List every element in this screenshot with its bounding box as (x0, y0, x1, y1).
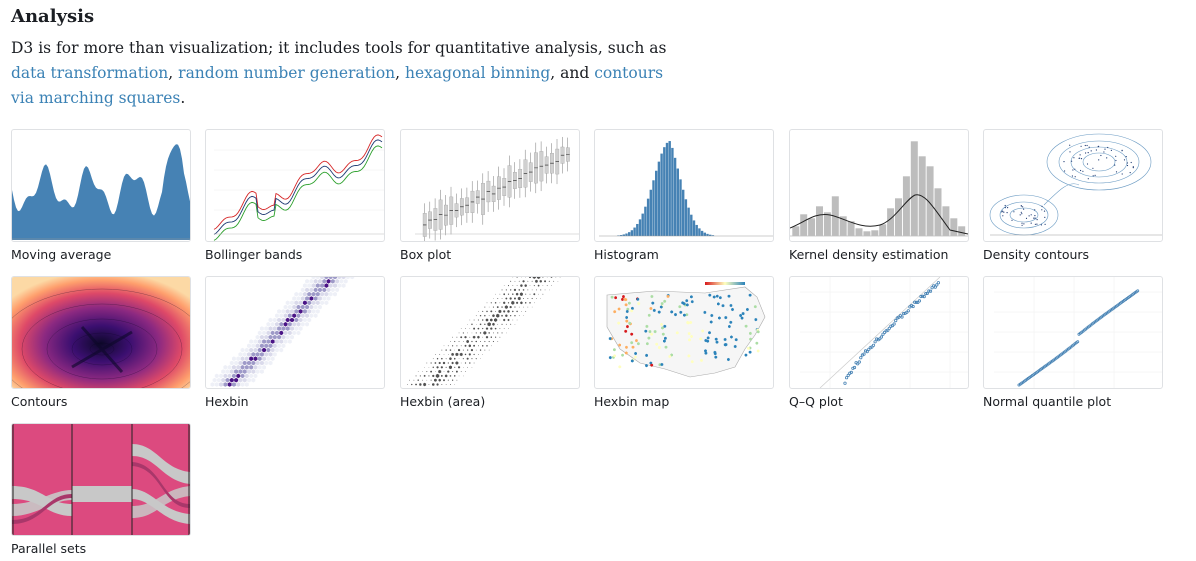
intro-text: . (180, 89, 186, 107)
contour-scatter-thumbnail (989, 133, 1162, 236)
thumbnail[interactable] (594, 276, 774, 389)
intro-text: D3 is for more than visualization; it in… (11, 39, 667, 57)
section-intro: D3 is for more than visualization; it in… (11, 36, 671, 111)
hexbin-area-thumbnail (407, 277, 561, 387)
area-chart-thumbnail (12, 144, 190, 240)
section-title: Analysis (11, 6, 95, 27)
example-label[interactable]: Histogram (594, 247, 659, 262)
link-hexagonal-binning[interactable]: hexagonal binning (405, 64, 551, 82)
example-label[interactable]: Contours (11, 394, 68, 409)
thumbnail[interactable] (594, 129, 774, 242)
example-label[interactable]: Kernel density estimation (789, 247, 949, 262)
link-data-transformation[interactable]: data transformation (11, 64, 169, 82)
example-label[interactable]: Parallel sets (11, 541, 87, 556)
example-label[interactable]: Q–Q plot (789, 394, 843, 409)
intro-separator: , (168, 64, 179, 82)
thumbnail[interactable] (983, 129, 1163, 242)
example-card-box-plot[interactable]: Box plot (400, 129, 580, 262)
thumbnail[interactable] (205, 129, 385, 242)
example-card-kernel-density-estimation[interactable]: Kernel density estimation (789, 129, 969, 262)
example-card-density-contours[interactable]: Density contours (983, 129, 1163, 262)
intro-separator: , (395, 64, 406, 82)
example-label[interactable]: Density contours (983, 247, 1090, 262)
example-card-hexbin-map[interactable]: Hexbin map (594, 276, 774, 409)
example-card-parallel-sets[interactable]: Parallel sets (11, 423, 191, 556)
us-map-thumbnail (606, 282, 766, 378)
link-random-number-generation[interactable]: random number generation (178, 64, 396, 82)
filled-contour-thumbnail (12, 277, 190, 388)
example-card-bollinger-bands[interactable]: Bollinger bands (205, 129, 385, 262)
parallel-sets-thumbnail (12, 424, 190, 535)
example-card-hexbin-area[interactable]: Hexbin (area) (400, 276, 580, 409)
thumbnail[interactable] (11, 276, 191, 389)
example-label[interactable]: Hexbin (area) (400, 394, 486, 409)
example-card-normal-quantile-plot[interactable]: Normal quantile plot (983, 276, 1163, 409)
thumbnail[interactable] (789, 276, 969, 389)
thumbnail[interactable] (400, 129, 580, 242)
thumbnail[interactable] (11, 129, 191, 242)
qq-plot-thumbnail (800, 277, 968, 388)
quantile-plot-thumbnail (994, 277, 1162, 388)
thumbnail[interactable] (11, 423, 191, 536)
example-label[interactable]: Normal quantile plot (983, 394, 1112, 409)
thumbnail[interactable] (789, 129, 969, 242)
line-chart-thumbnail (213, 134, 384, 241)
example-label[interactable]: Bollinger bands (205, 247, 303, 262)
box-plot-thumbnail (415, 136, 579, 241)
density-histogram-thumbnail (790, 140, 968, 237)
example-label[interactable]: Moving average (11, 247, 112, 262)
hexbin-thumbnail (210, 277, 355, 387)
thumbnail[interactable] (983, 276, 1163, 389)
example-label[interactable]: Box plot (400, 247, 452, 262)
histogram-thumbnail (599, 141, 773, 237)
example-card-qq-plot[interactable]: Q–Q plot (789, 276, 969, 409)
example-label[interactable]: Hexbin (205, 394, 249, 409)
intro-separator: , and (550, 64, 595, 82)
example-label[interactable]: Hexbin map (594, 394, 670, 409)
example-card-moving-average[interactable]: Moving average (11, 129, 191, 262)
example-card-contours[interactable]: Contours (11, 276, 191, 409)
thumbnail[interactable] (400, 276, 580, 389)
example-card-histogram[interactable]: Histogram (594, 129, 774, 262)
example-card-hexbin[interactable]: Hexbin (205, 276, 385, 409)
thumbnail[interactable] (205, 276, 385, 389)
link-contours[interactable]: contours via marching squares (11, 64, 664, 107)
